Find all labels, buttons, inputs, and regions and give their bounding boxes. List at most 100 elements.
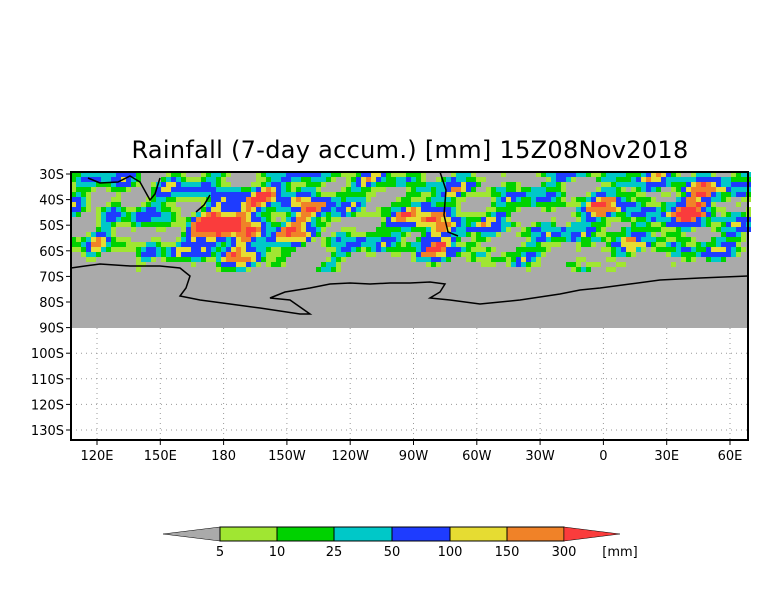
rain-cell [306, 172, 311, 177]
rain-cell [736, 232, 741, 237]
rain-cell [441, 252, 446, 257]
rain-cell [456, 247, 461, 252]
rain-cell [326, 237, 331, 242]
rain-cell [261, 207, 266, 212]
rain-cell [271, 187, 276, 192]
rain-cell [206, 192, 211, 197]
rain-cell [346, 182, 351, 187]
rain-cell [441, 227, 446, 232]
rain-cell [711, 242, 716, 247]
rain-cell [661, 232, 666, 237]
rain-cell [171, 192, 176, 197]
rain-cell [626, 217, 631, 222]
rain-cell [211, 227, 216, 232]
rain-cell [361, 172, 366, 177]
rain-cell [481, 212, 486, 217]
rain-cell [196, 242, 201, 247]
rain-cell [431, 192, 436, 197]
rain-cell [326, 172, 331, 177]
rain-cell [506, 212, 511, 217]
rain-cell [141, 262, 146, 267]
rain-cell [191, 177, 196, 182]
rain-cell [461, 252, 466, 257]
rain-cell [691, 227, 696, 232]
rain-cell [71, 177, 76, 182]
rain-cell [451, 252, 456, 257]
rain-cell [176, 177, 181, 182]
rain-cell [236, 257, 241, 262]
rain-cell [526, 242, 531, 247]
rain-cell [536, 242, 541, 247]
rain-cell [366, 192, 371, 197]
rain-cell [101, 237, 106, 242]
rain-cell [81, 247, 86, 252]
rain-cell [721, 182, 726, 187]
rain-cell [591, 222, 596, 227]
rain-cell [221, 222, 226, 227]
rain-cell [466, 182, 471, 187]
rain-cell [276, 187, 281, 192]
rain-cell [586, 262, 591, 267]
rain-cell [631, 187, 636, 192]
rain-cell [401, 227, 406, 232]
rain-cell [196, 197, 201, 202]
rain-cell [91, 247, 96, 252]
rain-cell [566, 202, 571, 207]
rain-cell [96, 247, 101, 252]
rain-cell [311, 197, 316, 202]
rain-cell [411, 212, 416, 217]
rain-cell [421, 212, 426, 217]
rain-cell [71, 247, 76, 252]
rain-cell [116, 182, 121, 187]
rain-cell [321, 202, 326, 207]
rain-cell [451, 242, 456, 247]
rain-cell [226, 212, 231, 217]
rain-cell [241, 197, 246, 202]
rain-cell [151, 222, 156, 227]
rain-cell [446, 252, 451, 257]
rain-cell [316, 227, 321, 232]
rain-cell [271, 182, 276, 187]
rain-cell [586, 237, 591, 242]
rain-cell [601, 222, 606, 227]
rain-cell [106, 172, 111, 177]
rain-cell [276, 247, 281, 252]
rain-cell [696, 207, 701, 212]
rain-cell [471, 192, 476, 197]
rain-cell [306, 207, 311, 212]
rain-cell [271, 262, 276, 267]
rain-cell [691, 242, 696, 247]
rain-cell [586, 222, 591, 227]
rain-cell [511, 222, 516, 227]
rain-cell [81, 237, 86, 242]
rain-cell [96, 252, 101, 257]
rain-cell [561, 177, 566, 182]
rain-cell [551, 237, 556, 242]
rain-cell [346, 177, 351, 182]
rain-cell [181, 217, 186, 222]
rain-cell [731, 187, 736, 192]
rain-cell [351, 212, 356, 217]
rain-cell [441, 242, 446, 247]
rain-cell [96, 237, 101, 242]
rain-cell [666, 247, 671, 252]
rain-cell [361, 232, 366, 237]
rain-cell [386, 222, 391, 227]
rain-cell [281, 262, 286, 267]
rain-cell [456, 197, 461, 202]
rain-cell [221, 192, 226, 197]
rain-cell [156, 212, 161, 217]
rain-cell [156, 202, 161, 207]
rain-cell [566, 227, 571, 232]
rain-cell [686, 187, 691, 192]
rain-cell [471, 257, 476, 262]
rain-cell [161, 227, 166, 232]
rain-cell [76, 197, 81, 202]
rain-cell [651, 197, 656, 202]
rain-cell [456, 192, 461, 197]
rain-cell [681, 247, 686, 252]
rain-cell [501, 172, 506, 177]
rain-cell [556, 177, 561, 182]
rain-cell [641, 187, 646, 192]
rain-cell [436, 232, 441, 237]
